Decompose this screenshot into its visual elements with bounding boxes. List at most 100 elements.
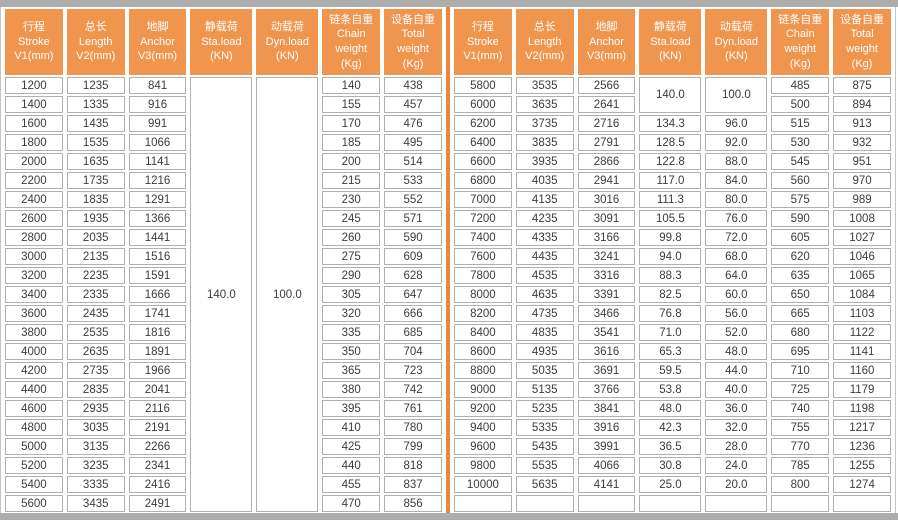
table-cell: 6600 (454, 153, 512, 170)
table-cell: 755 (771, 419, 830, 436)
table-cell: 785 (771, 457, 830, 474)
table-cell: 609 (384, 248, 442, 265)
table-cell: 605 (771, 229, 830, 246)
table-cell: 100.0 (705, 77, 768, 113)
table-cell: 56.0 (705, 305, 768, 322)
table-cell: 185 (322, 134, 381, 151)
table-cell: 800 (771, 476, 830, 493)
table-cell: 970 (833, 172, 891, 189)
table-row: 2200 1735 1216 215 533 (5, 172, 442, 189)
table-cell: 350 (322, 343, 381, 360)
top-border-bar (0, 0, 898, 7)
table-cell: 6000 (454, 96, 512, 113)
table-cell: 3735 (515, 115, 574, 132)
table-cell: 40.0 (705, 381, 768, 398)
table-row: 1200 1235 841 140.0 100.0 140 438 (5, 77, 442, 512)
table-cell: 3766 (577, 381, 636, 398)
column-header-line: Total (850, 28, 874, 41)
table-cell: 9600 (454, 438, 512, 455)
table-cell: 7200 (454, 210, 512, 227)
column-header-line: 总长 (84, 21, 107, 34)
table-cell: 495 (384, 134, 442, 151)
column-header-line: 静载荷 (653, 21, 687, 34)
table-row: 9600 5435 3991 36.5 28.0 770 1236 (454, 438, 891, 455)
table-cell: 82.5 (639, 286, 702, 303)
table-cell: 476 (384, 115, 442, 132)
column-header-line: Sta.load (650, 35, 691, 48)
column-header-line: (Kg) (402, 57, 424, 70)
table-cell: 365 (322, 362, 381, 379)
table-cell: 4235 (515, 210, 574, 227)
table-cell: 5035 (515, 362, 574, 379)
column-header-line: 地脚 (595, 21, 618, 34)
table-cell: 875 (833, 77, 891, 94)
table-cell: 500 (771, 96, 830, 113)
table-row: 9800 5535 4066 30.8 24.0 785 1255 (454, 457, 891, 474)
table-cell: 5800 (454, 77, 512, 94)
table-cell: 514 (384, 153, 442, 170)
table-cell: 3000 (5, 248, 63, 265)
table-cell: 1441 (128, 229, 187, 246)
table-row: 9400 5335 3916 42.3 32.0 755 1217 (454, 419, 891, 436)
table-cell: 111.3 (639, 191, 702, 208)
table-cell: 53.8 (639, 381, 702, 398)
table-cell: 65.3 (639, 343, 702, 360)
table-cell: 3835 (515, 134, 574, 151)
table-cell: 4141 (577, 476, 636, 493)
table-row: 7400 4335 3166 99.8 72.0 605 1027 (454, 229, 891, 246)
table-cell: 1591 (128, 267, 187, 284)
table-cell: 4635 (515, 286, 574, 303)
table-row: 5000 3135 2266 425 799 (5, 438, 442, 455)
column-header: 行程 Stroke V1(mm) (454, 9, 512, 75)
table-cell: 100.0 (256, 77, 319, 512)
column-header: 设备自重 Total weight (Kg) (384, 9, 442, 75)
table-cell: 28.0 (705, 438, 768, 455)
table-cell (577, 495, 636, 512)
table-row: 6000 3635 2641 500 894 (454, 96, 891, 113)
table-row: 6800 4035 2941 117.0 84.0 560 970 (454, 172, 891, 189)
table-cell: 485 (771, 77, 830, 94)
table-cell: 7800 (454, 267, 512, 284)
table-cell: 92.0 (705, 134, 768, 151)
table-cell: 5000 (5, 438, 63, 455)
table-cell: 88.0 (705, 153, 768, 170)
table-row: 1800 1535 1066 185 495 (5, 134, 442, 151)
table-cell: 3535 (515, 77, 574, 94)
table-cell: 2716 (577, 115, 636, 132)
table-cell: 2200 (5, 172, 63, 189)
table-cell: 88.3 (639, 267, 702, 284)
table-cell: 3841 (577, 400, 636, 417)
table-cell: 44.0 (705, 362, 768, 379)
column-header-line: 设备自重 (840, 13, 885, 26)
table-cell (771, 495, 830, 512)
table-cell: 290 (322, 267, 381, 284)
table-cell: 3391 (577, 286, 636, 303)
column-header-line: Dyn.load (265, 35, 310, 48)
column-header: 动载荷 Dyn.load (KN) (256, 9, 319, 75)
table-cell: 5535 (515, 457, 574, 474)
table-cell: 530 (771, 134, 830, 151)
table-cell: 1008 (833, 210, 891, 227)
table-row: 4800 3035 2191 410 780 (5, 419, 442, 436)
table-cell: 84.0 (705, 172, 768, 189)
column-header-line: 链条自重 (329, 13, 374, 26)
table-cell: 1255 (833, 457, 891, 474)
table-cell: 894 (833, 96, 891, 113)
table-cell: 9800 (454, 457, 512, 474)
table-cell: 10000 (454, 476, 512, 493)
table-cell: 1635 (66, 153, 125, 170)
table-cell: 3991 (577, 438, 636, 455)
table-cell: 4200 (5, 362, 63, 379)
table-cell: 545 (771, 153, 830, 170)
table-body-left: 1200 1235 841 140.0 100.0 140 438 1400 1335 916 15… (5, 77, 442, 512)
table-cell: 3466 (577, 305, 636, 322)
column-header: 静载荷 Sta.load (KN) (639, 9, 702, 75)
table-cell: 1400 (5, 96, 63, 113)
table-cell: 3335 (66, 476, 125, 493)
table-header-left: 行程 Stroke V1(mm) 总长 Length V2(mm) 地脚 Anchor V3(m… (5, 9, 442, 75)
column-header-line: Anchor (589, 35, 624, 48)
table-cell: 4066 (577, 457, 636, 474)
table-cell: 425 (322, 438, 381, 455)
table-cell: 1216 (128, 172, 187, 189)
table-cell: 2035 (66, 229, 125, 246)
